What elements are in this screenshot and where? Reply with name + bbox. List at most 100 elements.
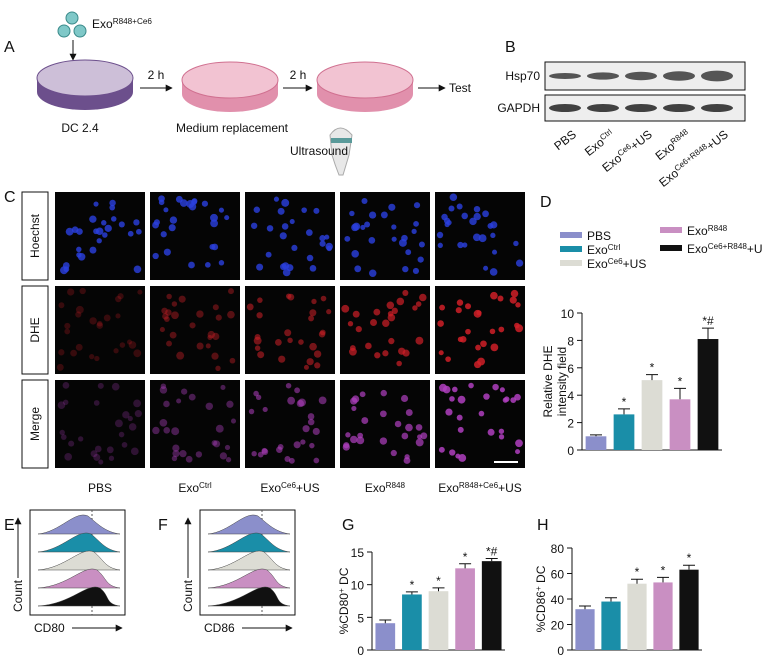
cell — [169, 331, 177, 339]
cell — [162, 313, 169, 320]
cell — [344, 235, 351, 242]
cell — [137, 289, 143, 295]
cell — [103, 314, 111, 322]
cell — [415, 424, 423, 431]
cell — [298, 339, 304, 345]
cell — [396, 360, 402, 367]
cell — [318, 396, 327, 405]
cell — [94, 445, 102, 453]
cell — [115, 295, 122, 303]
micrograph — [435, 380, 525, 468]
cell — [213, 440, 221, 448]
cell — [373, 308, 381, 316]
cell — [77, 253, 86, 261]
cell — [207, 330, 216, 339]
cell — [133, 265, 142, 274]
cell — [122, 411, 130, 419]
cell — [309, 309, 317, 317]
cell — [254, 345, 261, 351]
cell — [468, 382, 474, 389]
cell — [359, 391, 366, 398]
cell — [93, 228, 99, 235]
protein-label: GAPDH — [497, 101, 540, 115]
cell — [509, 296, 517, 304]
y-tick-label: 15 — [351, 546, 365, 560]
cell — [398, 347, 406, 355]
cell — [189, 322, 196, 329]
cell — [220, 384, 226, 390]
y-tick-label: 80 — [551, 542, 565, 556]
cell — [62, 399, 69, 406]
cell — [133, 349, 142, 358]
legend-entry: ExoR848 — [687, 224, 728, 239]
cell — [215, 314, 222, 321]
bar — [402, 594, 422, 650]
cell — [514, 393, 521, 401]
cell — [405, 249, 412, 256]
group-label-base: PBS — [88, 481, 112, 495]
legend-swatch — [560, 246, 582, 252]
error-bar — [405, 591, 418, 595]
cell — [402, 265, 409, 273]
legend-entry-base: Exo — [587, 257, 608, 271]
group-label: PBS — [88, 481, 112, 495]
cell — [498, 326, 505, 333]
cell — [390, 449, 397, 457]
y-axis-label-suffix: DC — [337, 567, 351, 588]
cell — [89, 215, 97, 223]
cell — [492, 249, 498, 255]
significance: * — [661, 563, 666, 577]
cell — [442, 385, 451, 394]
cell — [230, 418, 237, 424]
cell — [482, 210, 489, 218]
cell — [419, 293, 427, 302]
cell — [97, 382, 104, 389]
cell — [351, 250, 359, 258]
dish-top — [36, 59, 134, 97]
cell — [483, 393, 490, 400]
cell — [472, 233, 481, 242]
cell — [379, 437, 388, 445]
error-bar — [683, 564, 695, 570]
cell — [284, 455, 291, 462]
cell — [106, 446, 114, 454]
cell — [101, 220, 107, 226]
cell — [438, 446, 445, 453]
cell — [360, 224, 366, 230]
cell — [224, 444, 231, 451]
histogram — [37, 568, 121, 589]
y-tick-label: 0 — [567, 444, 574, 458]
cell — [64, 453, 72, 461]
cell — [280, 263, 287, 271]
cell — [456, 203, 463, 210]
channel-label: Hoechst — [28, 213, 42, 258]
cell — [307, 418, 315, 426]
cell — [300, 439, 306, 445]
cell — [305, 229, 313, 236]
cell — [437, 242, 443, 248]
bar — [481, 561, 502, 650]
bar — [697, 339, 719, 450]
y-axis-label-base: %CD86 — [534, 591, 548, 633]
cell — [109, 199, 116, 207]
channel-label-box — [21, 379, 49, 469]
cell — [476, 310, 482, 316]
cell — [179, 450, 187, 458]
cell — [96, 320, 103, 327]
cell — [499, 387, 505, 393]
cell — [515, 259, 524, 267]
cell — [207, 334, 213, 340]
panel-label: C — [4, 189, 16, 206]
cell — [93, 400, 100, 406]
dish-top — [181, 61, 279, 99]
cell — [279, 232, 287, 240]
y-axis-label: %CD86+ DC — [534, 565, 549, 632]
micrograph — [55, 380, 145, 468]
cell — [176, 398, 182, 404]
cell — [293, 441, 301, 449]
group-label-base: Exo — [438, 481, 459, 495]
cell — [159, 327, 165, 333]
exo-label-sup: R848+Ce6 — [113, 17, 153, 26]
cell — [171, 301, 178, 307]
cell — [309, 342, 317, 351]
